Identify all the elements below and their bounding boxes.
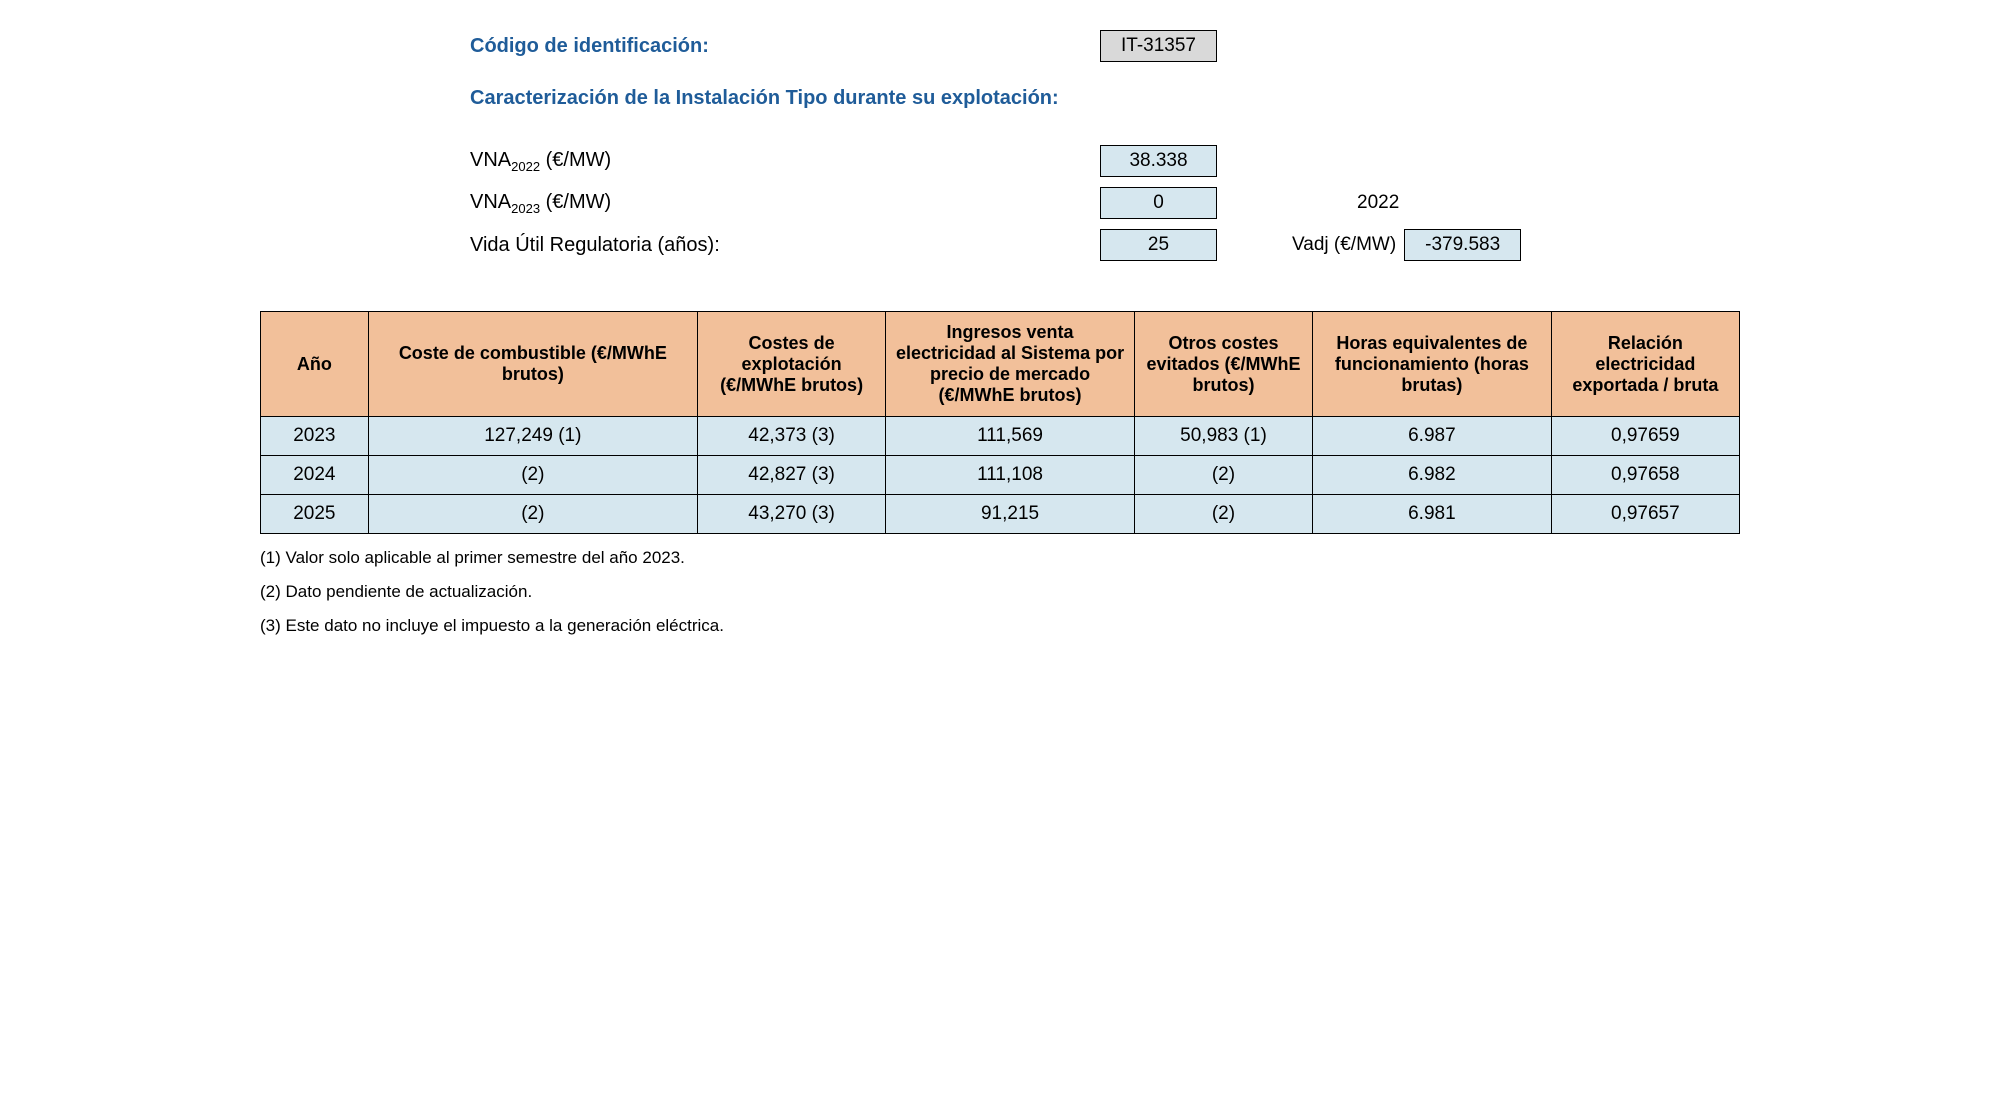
cell-ingresos: 91,215 xyxy=(886,495,1135,534)
year-extra: 2022 xyxy=(1357,192,1399,214)
vna2023-pre: VNA xyxy=(470,191,511,213)
cell-relacion: 0,97657 xyxy=(1551,495,1739,534)
vna2022-pre: VNA xyxy=(470,149,511,171)
header-section: Código de identificación: IT-31357 Carac… xyxy=(260,30,1740,261)
vna2022-value: 38.338 xyxy=(1100,145,1217,177)
codigo-value: IT-31357 xyxy=(1100,30,1217,62)
footnote-2: (2) Dato pendiente de actualización. xyxy=(260,582,1740,602)
th-year: Año xyxy=(261,312,369,417)
cell-horas: 6.981 xyxy=(1313,495,1552,534)
vadj-label: Vadj (€/MW) xyxy=(1292,234,1396,256)
cell-ingresos: 111,108 xyxy=(886,456,1135,495)
codigo-row: Código de identificación: IT-31357 xyxy=(470,30,1740,62)
vadj-value: -379.583 xyxy=(1404,229,1521,261)
caracterizacion-row: Caracterización de la Instalación Tipo d… xyxy=(470,87,1740,110)
data-table: Año Coste de combustible (€/MWhE brutos)… xyxy=(260,311,1740,534)
cell-year: 2025 xyxy=(261,495,369,534)
cell-year: 2023 xyxy=(261,417,369,456)
th-ingresos: Ingresos venta electricidad al Sistema p… xyxy=(886,312,1135,417)
document-container: Código de identificación: IT-31357 Carac… xyxy=(260,30,1740,636)
vna2023-label: VNA2023 (€/MW) xyxy=(470,191,1100,216)
caracterizacion-label: Caracterización de la Instalación Tipo d… xyxy=(470,87,1059,110)
vna2023-post: (€/MW) xyxy=(540,191,611,213)
th-fuel: Coste de combustible (€/MWhE brutos) xyxy=(368,312,697,417)
vna2023-value: 0 xyxy=(1100,187,1217,219)
footnote-3: (3) Este dato no incluye el impuesto a l… xyxy=(260,616,1740,636)
footnote-1: (1) Valor solo aplicable al primer semes… xyxy=(260,548,1740,568)
table-row: 2025 (2) 43,270 (3) 91,215 (2) 6.981 0,9… xyxy=(261,495,1740,534)
th-costes: Costes de explotación (€/MWhE brutos) xyxy=(697,312,885,417)
vna2023-row: VNA2023 (€/MW) 0 2022 xyxy=(470,187,1740,219)
th-horas: Horas equivalentes de funcionamiento (ho… xyxy=(1313,312,1552,417)
cell-horas: 6.982 xyxy=(1313,456,1552,495)
vida-row: Vida Útil Regulatoria (años): 25 Vadj (€… xyxy=(470,229,1740,261)
cell-fuel: 127,249 (1) xyxy=(368,417,697,456)
table-row: 2024 (2) 42,827 (3) 111,108 (2) 6.982 0,… xyxy=(261,456,1740,495)
table-body: 2023 127,249 (1) 42,373 (3) 111,569 50,9… xyxy=(261,417,1740,534)
cell-relacion: 0,97659 xyxy=(1551,417,1739,456)
cell-costes: 42,373 (3) xyxy=(697,417,885,456)
header-row: Año Coste de combustible (€/MWhE brutos)… xyxy=(261,312,1740,417)
cell-costes: 42,827 (3) xyxy=(697,456,885,495)
vna2022-label: VNA2022 (€/MW) xyxy=(470,149,1100,174)
vna2023-sub: 2023 xyxy=(511,201,540,216)
cell-fuel: (2) xyxy=(368,495,697,534)
cell-fuel: (2) xyxy=(368,456,697,495)
th-otros: Otros costes evitados (€/MWhE brutos) xyxy=(1134,312,1312,417)
cell-otros: (2) xyxy=(1134,495,1312,534)
cell-otros: 50,983 (1) xyxy=(1134,417,1312,456)
vna2022-post: (€/MW) xyxy=(540,149,611,171)
cell-year: 2024 xyxy=(261,456,369,495)
cell-ingresos: 111,569 xyxy=(886,417,1135,456)
footnotes: (1) Valor solo aplicable al primer semes… xyxy=(260,548,1740,636)
vida-label: Vida Útil Regulatoria (años): xyxy=(470,234,1100,257)
table-head: Año Coste de combustible (€/MWhE brutos)… xyxy=(261,312,1740,417)
cell-otros: (2) xyxy=(1134,456,1312,495)
vadj-group: Vadj (€/MW) -379.583 xyxy=(1292,229,1521,261)
th-relacion: Relación electricidad exportada / bruta xyxy=(1551,312,1739,417)
codigo-label: Código de identificación: xyxy=(470,35,1100,58)
cell-relacion: 0,97658 xyxy=(1551,456,1739,495)
vna2022-sub: 2022 xyxy=(511,159,540,174)
cell-horas: 6.987 xyxy=(1313,417,1552,456)
vna2022-row: VNA2022 (€/MW) 38.338 xyxy=(470,145,1740,177)
vida-value: 25 xyxy=(1100,229,1217,261)
cell-costes: 43,270 (3) xyxy=(697,495,885,534)
table-row: 2023 127,249 (1) 42,373 (3) 111,569 50,9… xyxy=(261,417,1740,456)
